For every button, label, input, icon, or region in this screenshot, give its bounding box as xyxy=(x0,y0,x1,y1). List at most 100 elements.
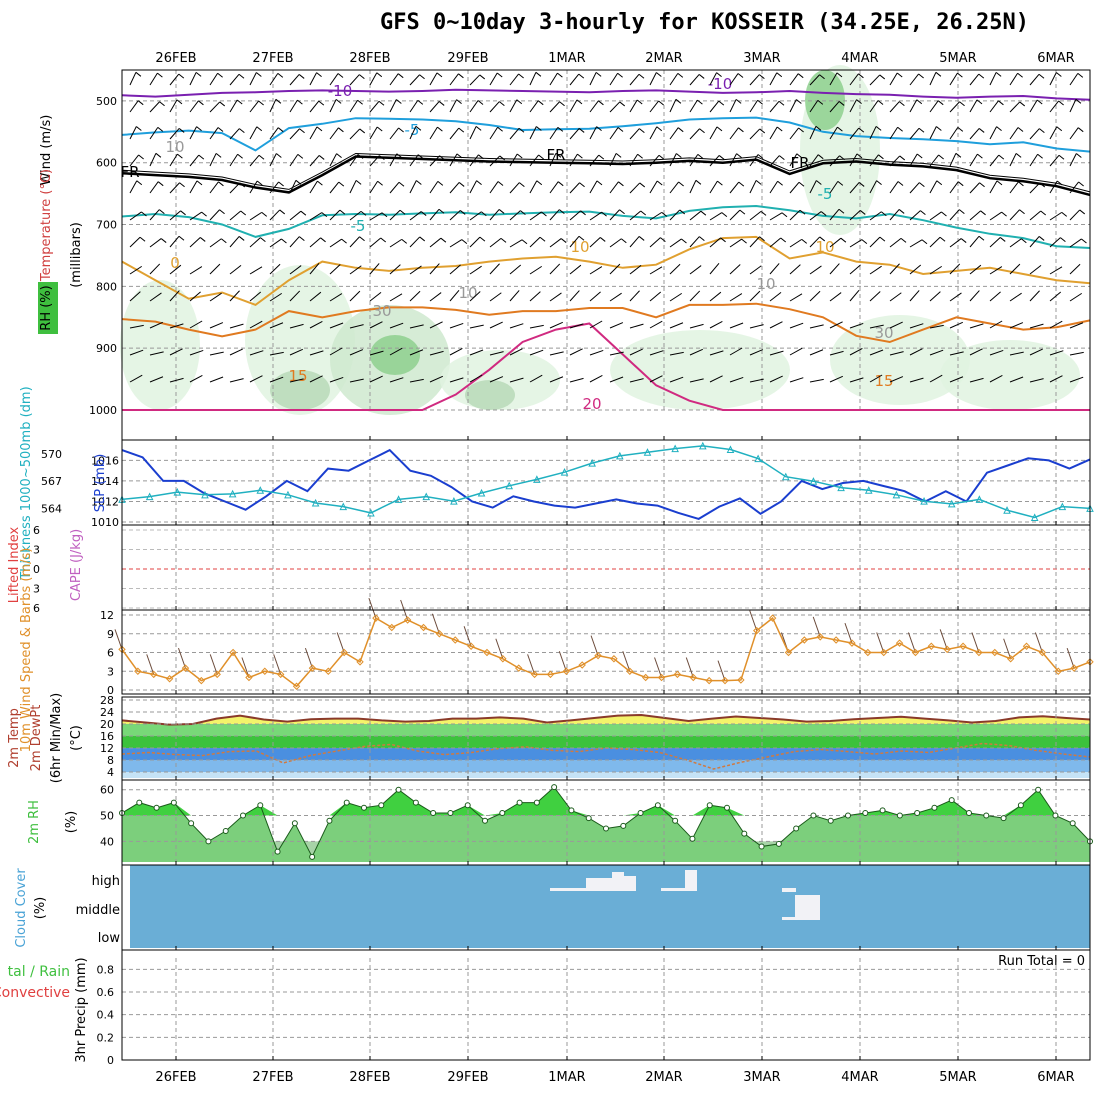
wind-barb xyxy=(649,375,663,383)
wind-barb xyxy=(889,181,899,194)
wind10-barb xyxy=(273,654,282,675)
wind-barb xyxy=(1029,378,1044,383)
wind-barb xyxy=(769,212,783,221)
wind-barb xyxy=(1049,375,1063,383)
wind-barb-flag xyxy=(661,211,668,217)
wind10-barb xyxy=(844,622,853,644)
wind-barb xyxy=(909,323,924,329)
wind-barb-flag xyxy=(1038,236,1045,241)
wind-barb xyxy=(649,237,661,248)
wind-barb xyxy=(569,128,580,140)
wind-barb xyxy=(829,72,838,86)
wind-barb xyxy=(169,73,180,86)
temp-band xyxy=(122,772,1090,778)
wind-barb xyxy=(389,264,401,275)
wind-barb xyxy=(489,376,504,383)
wind-barb xyxy=(949,127,959,140)
wind-barb xyxy=(749,74,760,86)
wind-barb xyxy=(569,377,584,383)
rh2m-marker xyxy=(845,812,851,819)
wind-barb xyxy=(749,290,761,302)
wind-barb-flag xyxy=(337,73,344,78)
wind-barb-flag xyxy=(178,235,185,241)
wind-barb xyxy=(909,182,920,194)
wind-barb xyxy=(249,126,258,140)
date-label-top: 28FEB xyxy=(349,51,390,66)
rh2m-marker xyxy=(1017,802,1024,809)
wind-barb xyxy=(149,292,162,302)
rh2m-marker xyxy=(1069,820,1076,827)
wind-barb xyxy=(349,349,364,356)
wind-barb-flag xyxy=(316,72,322,78)
wind-barb xyxy=(209,181,219,194)
wind10-marker xyxy=(213,670,221,679)
wind-barb xyxy=(169,264,182,275)
wind-barb-flag xyxy=(580,210,586,216)
ylabel-cloud-unit: (%) xyxy=(33,897,48,920)
wind-barb xyxy=(789,293,803,302)
wind-barb-flag xyxy=(796,99,802,104)
pressure-tick-label: 1000 xyxy=(89,404,117,417)
panel-frame-stability xyxy=(121,524,1091,611)
wind-barb xyxy=(529,72,537,86)
wind10-barb xyxy=(876,632,885,653)
wind-barb xyxy=(609,101,621,113)
wind-barb xyxy=(729,153,738,167)
wind-barb xyxy=(1009,127,1019,140)
wind-barb xyxy=(949,72,958,86)
wind-barb-flag xyxy=(419,74,425,80)
wind-barb xyxy=(889,376,904,383)
wind10-barb xyxy=(1034,632,1043,653)
rh-area xyxy=(370,335,420,375)
wind10-marker xyxy=(197,676,206,685)
wind-barb xyxy=(1009,101,1021,113)
wind-barb-flag xyxy=(840,237,847,243)
wind-barb xyxy=(969,128,980,140)
wind-barb xyxy=(809,324,824,329)
wind10-marker xyxy=(1070,664,1078,672)
wind-barb-flag xyxy=(797,73,804,79)
wind-barb-flag xyxy=(656,72,662,77)
wind-barb-flag xyxy=(376,126,383,132)
wind10-marker xyxy=(515,664,523,672)
wind-barb-flag xyxy=(559,101,565,107)
wind-barb xyxy=(689,236,700,248)
wind-barb xyxy=(469,374,483,383)
rh-area xyxy=(805,70,845,130)
temp-band xyxy=(122,760,1090,772)
wind-barb xyxy=(929,291,941,302)
li-tick-label: 0 xyxy=(33,563,40,576)
wind-barb-flag xyxy=(240,210,247,216)
thickness-marker xyxy=(477,488,486,497)
wind-barb-flag xyxy=(1038,73,1045,79)
isotherm-label: -10 xyxy=(328,82,353,100)
wind-barb xyxy=(189,266,203,275)
cloud-level-label: middle xyxy=(76,903,120,918)
wind10-marker xyxy=(308,664,317,672)
date-label-top: 3MAR xyxy=(743,51,780,66)
rh-area xyxy=(610,330,790,410)
wind-barb-flag xyxy=(598,100,604,106)
thickness-marker xyxy=(588,458,596,467)
wind-barb xyxy=(1009,376,1024,383)
wind-barb xyxy=(629,264,642,275)
wind-barb-flag xyxy=(780,237,787,243)
date-label-bottom: 2MAR xyxy=(645,1070,682,1085)
wind-barb xyxy=(769,350,784,356)
wind-barb xyxy=(669,99,677,113)
wind-barb xyxy=(769,263,780,275)
wind-barb-flag xyxy=(957,127,964,132)
rh2m-marker xyxy=(672,817,679,824)
wind-barb-flag xyxy=(716,126,723,132)
wind-barb-flag xyxy=(399,209,406,215)
wind-barb-flag xyxy=(815,125,822,131)
wind-barb xyxy=(969,348,983,356)
cloud-level-label: low xyxy=(98,931,121,946)
wind-barb xyxy=(569,264,582,275)
wind-barb-flag xyxy=(858,182,865,187)
thickness-marker xyxy=(284,490,292,499)
thickness-marker xyxy=(533,475,541,483)
wind-barb-flag xyxy=(381,212,388,218)
wind-barb-flag xyxy=(498,209,505,214)
wind-barb-flag xyxy=(359,128,366,134)
